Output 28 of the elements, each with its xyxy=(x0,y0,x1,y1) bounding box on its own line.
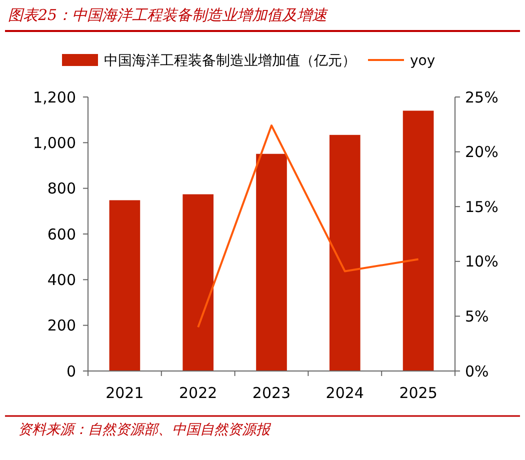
y-tick-label: 1,000 xyxy=(33,134,76,152)
y-tick-label: 200 xyxy=(47,316,76,335)
y-tick-label: 1,200 xyxy=(33,88,76,106)
y2-tick-label: 25% xyxy=(465,88,498,106)
bar xyxy=(402,110,434,371)
y2-tick-label: 0% xyxy=(465,362,489,380)
line-series xyxy=(197,124,420,328)
x-tick-label: 2024 xyxy=(326,384,364,402)
y2-tick-label: 20% xyxy=(465,143,498,162)
bar xyxy=(109,200,140,371)
bar xyxy=(182,194,214,371)
y-tick-label: 0 xyxy=(66,362,76,380)
text: 资料来源：自然资源部、中国自然资源报 xyxy=(18,422,272,438)
x-tick-label: 2025 xyxy=(399,384,438,402)
legend-label: 中国海洋工程装备制造业增加值（亿元） xyxy=(104,53,356,69)
y-tick-label: 600 xyxy=(47,225,76,244)
y2-tick-label: 5% xyxy=(465,307,489,326)
bar xyxy=(329,134,360,371)
legend-label: yoy xyxy=(410,53,436,69)
y2-tick-label: 10% xyxy=(465,252,498,271)
x-tick-label: 2021 xyxy=(106,384,144,402)
y2-tick-label: 15% xyxy=(465,198,498,216)
bar xyxy=(256,154,287,371)
y-tick-label: 800 xyxy=(47,180,76,198)
chart-title: 图表25：中国海洋工程装备制造业增加值及增速 xyxy=(8,6,330,24)
y-tick-label: 400 xyxy=(47,270,76,289)
x-tick-label: 2022 xyxy=(179,384,218,402)
x-tick-label: 2023 xyxy=(252,384,291,402)
